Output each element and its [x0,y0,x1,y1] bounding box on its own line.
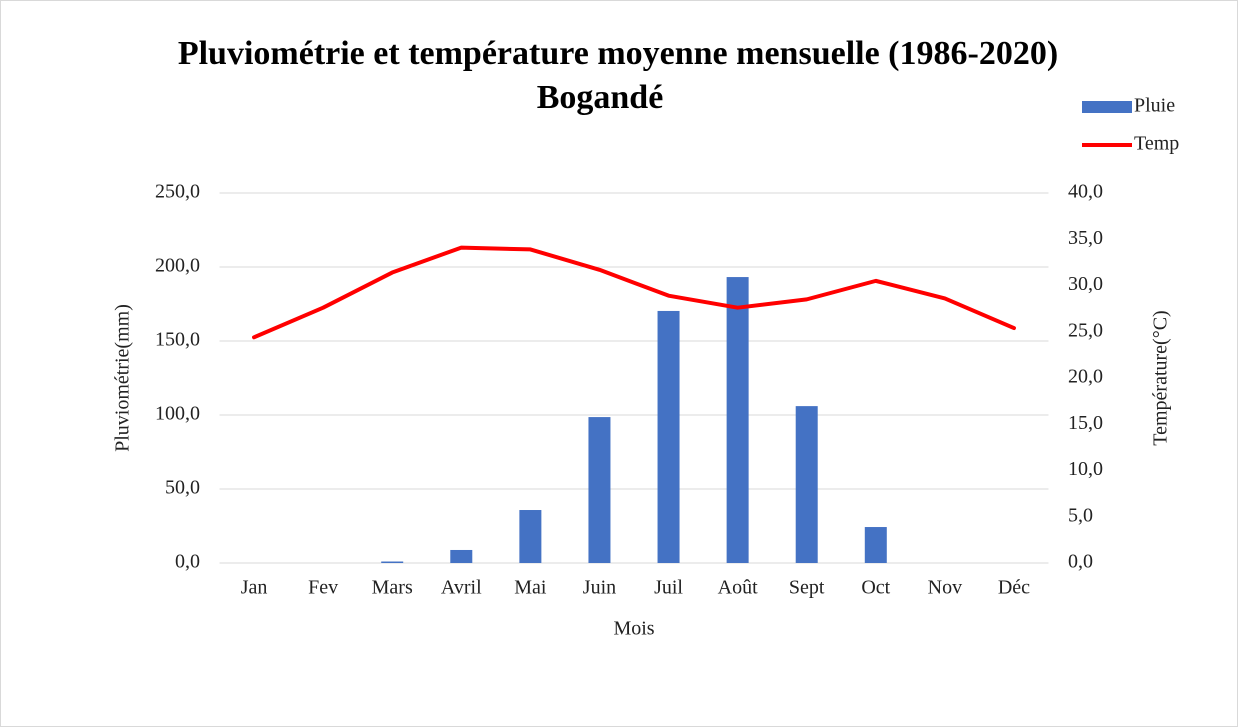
x-tick-label: Nov [928,577,962,599]
chart-subtitle: Bogandé [537,79,664,116]
x-tick-label: Sept [789,577,825,599]
y-axis-label: Pluviométrie(mm) [112,304,134,452]
bar [450,549,473,563]
x-tick-label: Déc [998,577,1030,599]
y-tick-label: 50,0 [165,477,200,499]
x-tick-label: Fev [308,577,338,599]
bar [519,510,542,563]
y-tick-label: 200,0 [155,255,200,277]
x-tick-label: Mai [514,577,547,599]
legend-swatch [1082,101,1132,113]
bar [795,406,818,563]
bar [864,527,887,563]
y2-tick-label: 0,0 [1068,551,1093,573]
y2-tick-label: 20,0 [1068,366,1103,388]
bar [381,561,404,563]
x-tick-label: Mars [372,577,413,599]
bar [588,417,611,563]
y2-tick-label: 15,0 [1068,412,1103,434]
y-tick-label: 0,0 [175,551,200,573]
y2-tick-label: 30,0 [1068,273,1103,295]
line [252,245,1016,340]
y2-tick-label: 35,0 [1068,227,1103,249]
x-axis-label: Mois [613,618,654,640]
x-tick-label: Oct [861,577,890,599]
y2-axis-label: Température(°C) [1150,310,1172,445]
y-tick-label: 150,0 [155,329,200,351]
y-tick-label: 100,0 [155,403,200,425]
y2-tick-label: 25,0 [1068,319,1103,341]
bar [657,310,680,563]
x-tick-label: Août [718,577,758,599]
bar [726,277,749,563]
x-tick-label: Jan [241,577,268,599]
x-tick-label: Avril [441,577,482,599]
legend-label: Pluie [1134,95,1175,117]
legend-label: Temp [1134,133,1179,155]
x-tick-label: Juin [583,577,616,599]
chart-title: Pluviométrie et température moyenne mens… [178,35,1058,72]
x-tick-label: Juil [654,577,683,599]
y-tick-label: 250,0 [155,181,200,203]
y2-tick-label: 40,0 [1068,181,1103,203]
y2-tick-label: 5,0 [1068,504,1093,526]
y2-tick-label: 10,0 [1068,458,1103,480]
